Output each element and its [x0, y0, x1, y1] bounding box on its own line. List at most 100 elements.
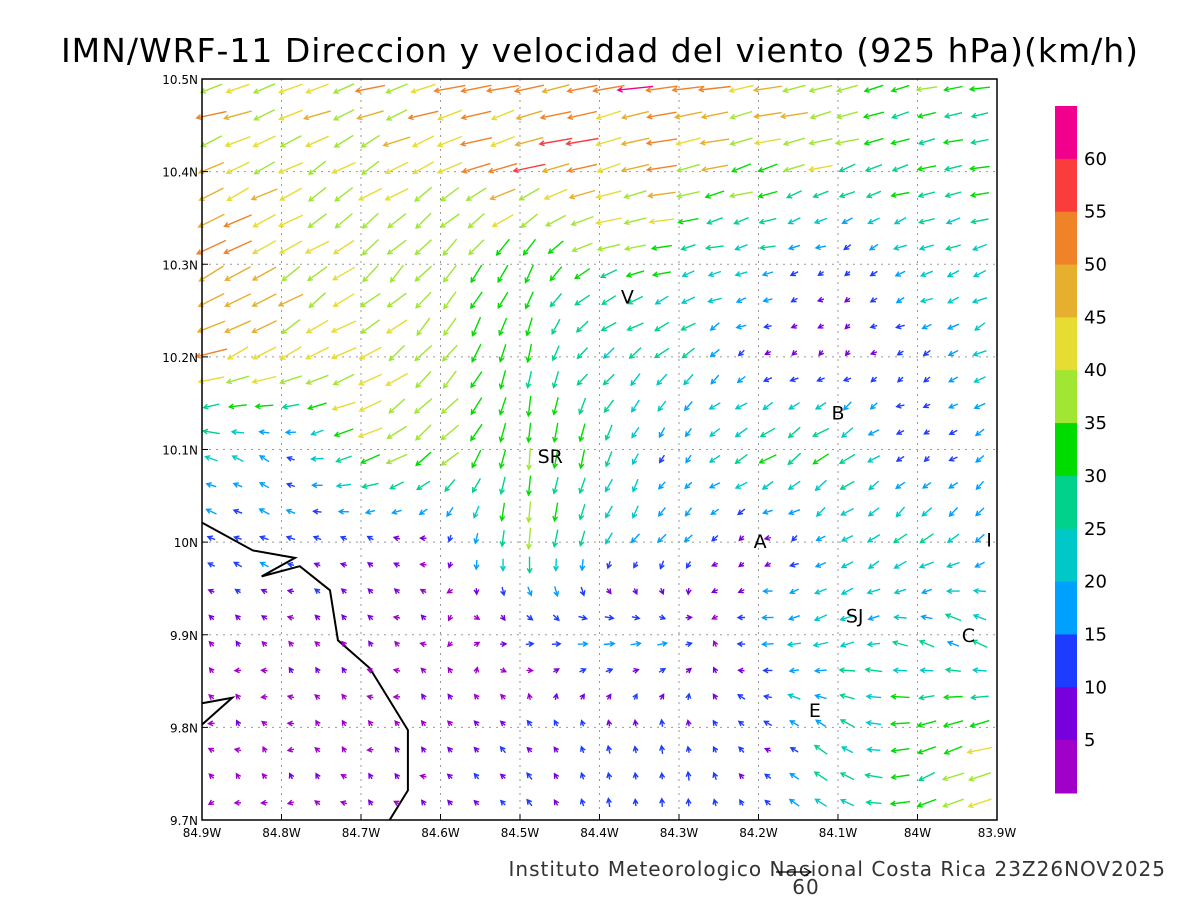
- wind-arrow: [711, 614, 719, 620]
- wind-arrow: [972, 587, 986, 594]
- wind-arrow: [315, 719, 321, 727]
- wind-arrow: [358, 400, 382, 412]
- wind-arrow: [473, 588, 480, 596]
- x-tick-label: 84.8W: [262, 826, 301, 840]
- colorbar-label: 55: [1084, 202, 1107, 223]
- wind-arrow: [893, 560, 907, 569]
- wind-arrow: [411, 135, 435, 148]
- wind-arrow: [631, 505, 639, 519]
- y-tick-label: 10.4N: [162, 166, 198, 180]
- wind-arrow: [367, 614, 374, 621]
- wind-arrow: [752, 85, 782, 93]
- wind-arrow: [420, 719, 427, 727]
- wind-arrow: [258, 429, 270, 436]
- wind-arrow: [919, 533, 934, 544]
- wind-arrow: [869, 270, 878, 277]
- x-tick-label: 84.3W: [660, 826, 699, 840]
- wind-arrow: [728, 191, 753, 199]
- wind-arrow: [916, 165, 937, 172]
- wind-arrow: [260, 588, 268, 595]
- wind-arrow: [361, 212, 379, 229]
- wind-arrow: [944, 613, 962, 622]
- wind-arrow: [473, 641, 481, 648]
- wind-arrow: [893, 614, 907, 621]
- wind-arrow: [923, 376, 931, 383]
- wind-arrow: [685, 641, 694, 648]
- wind-arrow: [552, 692, 559, 701]
- wind-arrow: [868, 243, 879, 251]
- wind-arrow: [251, 346, 277, 360]
- wind-arrow: [333, 428, 354, 438]
- wind-arrow: [683, 534, 693, 543]
- wind-arrow: [549, 293, 563, 308]
- wind-arrow: [386, 239, 407, 255]
- wind-arrow: [354, 84, 386, 94]
- wind-arrow: [865, 190, 882, 199]
- wind-arrow: [571, 242, 593, 253]
- wind-arrow: [606, 560, 613, 570]
- wind-arrow: [252, 213, 276, 228]
- wind-arrow: [465, 187, 487, 201]
- wind-arrow: [207, 799, 215, 806]
- wind-arrow: [892, 244, 907, 251]
- wind-arrow: [709, 348, 720, 358]
- wind-arrow: [684, 427, 692, 438]
- wind-arrow: [943, 112, 963, 119]
- wind-arrow: [413, 398, 433, 414]
- wind-arrow: [738, 746, 745, 753]
- chart-title: IMN/WRF-11 Direccion y velocidad del vie…: [61, 31, 1139, 70]
- wind-arrow: [337, 508, 349, 515]
- wind-arrow: [787, 693, 801, 700]
- x-tick-label: 84.7W: [342, 826, 381, 840]
- wind-arrow: [738, 535, 745, 542]
- wind-arrow: [197, 376, 225, 385]
- wind-arrow: [415, 371, 432, 389]
- wind-arrow: [575, 320, 589, 333]
- wind-arrow: [307, 213, 327, 229]
- wind-arrow: [330, 320, 357, 333]
- wind-arrow: [285, 482, 296, 489]
- wind-arrow: [867, 455, 881, 463]
- wind-arrow: [447, 641, 453, 648]
- wind-arrow: [922, 402, 931, 409]
- wind-arrow: [922, 349, 931, 357]
- wind-arrow: [764, 799, 772, 806]
- wind-arrow: [840, 746, 854, 754]
- wind-arrow: [787, 615, 801, 621]
- wind-arrow: [334, 212, 353, 229]
- wind-arrow: [260, 799, 268, 806]
- wind-arrow: [974, 561, 985, 568]
- wind-arrow: [918, 771, 936, 782]
- axis-ticks: 84.9W 84.8W 84.7W 84.6W 84.5W 84.4W 84.3W 84.2W…: [162, 73, 1016, 840]
- wind-arrow: [706, 217, 723, 225]
- wind-arrow: [966, 746, 993, 755]
- wind-arrow: [446, 720, 453, 727]
- wind-arrow: [685, 719, 692, 727]
- colorbar-label: 50: [1084, 255, 1107, 276]
- wind-arrow: [943, 164, 962, 172]
- wind-arrow: [235, 772, 242, 780]
- wind-arrow: [553, 772, 560, 780]
- wind-arrow: [552, 502, 559, 523]
- wind-arrow: [862, 111, 885, 120]
- wind-arrow: [842, 376, 852, 383]
- wind-arrow: [869, 402, 878, 410]
- wind-arrow: [970, 218, 989, 225]
- wind-arrow: [890, 191, 910, 198]
- wind-arrow: [495, 238, 510, 257]
- wind-arrow: [947, 296, 960, 304]
- coastline: [201, 521, 409, 821]
- wind-arrow: [356, 110, 384, 121]
- wind-arrow: [864, 666, 883, 673]
- wind-arrow: [208, 694, 215, 700]
- wind-arrow: [659, 718, 666, 727]
- wind-arrow: [632, 745, 639, 754]
- wind-arrow: [471, 343, 482, 363]
- wind-arrow: [526, 772, 533, 780]
- wind-arrow: [419, 641, 427, 648]
- wind-arrow: [433, 84, 466, 94]
- wind-arrow: [945, 588, 960, 595]
- wind-arrow: [208, 640, 215, 647]
- y-tick-label: 9.7N: [170, 814, 198, 828]
- wind-arrow: [591, 84, 625, 94]
